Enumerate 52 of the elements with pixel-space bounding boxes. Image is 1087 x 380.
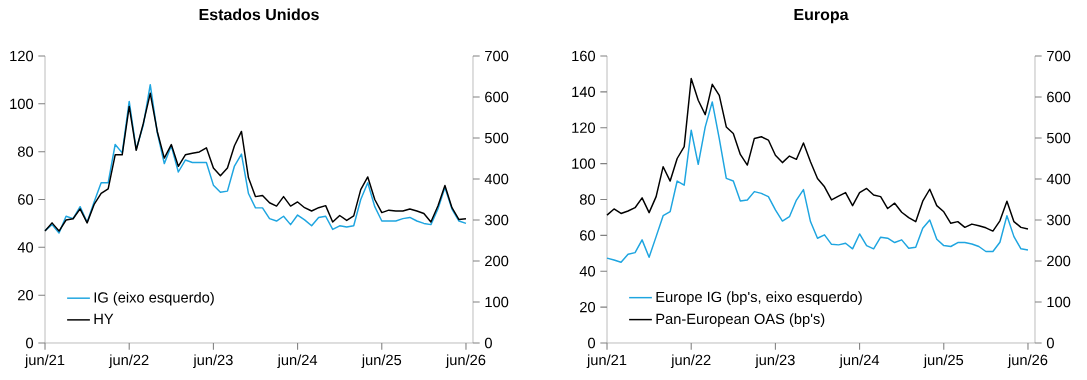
y-tick-label: 20 <box>18 289 34 301</box>
y2-tick-label: 600 <box>1047 91 1071 103</box>
y-tick-label: 120 <box>572 122 596 133</box>
line-series <box>606 77 1029 232</box>
y2-tick-label: 0 <box>1046 337 1054 349</box>
y-tick-label: 100 <box>572 158 596 169</box>
x-tick-label: jun/26 <box>1007 354 1048 369</box>
x-tick-label: jun/24 <box>839 354 880 369</box>
chart-title: Estados Unidos <box>199 8 319 21</box>
y-tick-label: 40 <box>579 266 596 277</box>
y-tick-label: 140 <box>572 86 596 98</box>
y2-tick-label: 200 <box>485 255 509 267</box>
y2-tick-label: 700 <box>485 50 509 62</box>
y-tick-label: 0 <box>26 337 34 349</box>
y-tick-label: 100 <box>10 98 34 110</box>
legend-label: IG (eixo esquerdo) <box>94 291 214 306</box>
x-tick-label: jun/23 <box>755 354 795 369</box>
y2-tick-label: 200 <box>1047 255 1071 267</box>
y2-tick-label: 0 <box>484 337 492 349</box>
chart-title: Europa <box>794 9 849 24</box>
x-tick-label: jun/25 <box>923 354 964 369</box>
y2-tick-label: 100 <box>485 296 509 308</box>
x-tick-label: jun/21 <box>586 354 627 369</box>
legend-label: HY <box>94 313 114 324</box>
y2-tick-label: 500 <box>484 132 509 144</box>
y2-tick-label: 500 <box>1046 132 1071 144</box>
y2-tick-label: 300 <box>484 214 509 226</box>
y-tick-label: 0 <box>588 337 596 349</box>
y-tick-label: 60 <box>580 230 596 241</box>
y-tick-label: 20 <box>580 301 596 313</box>
x-tick-label: jun/26 <box>445 354 486 369</box>
x-tick-label: jun/23 <box>193 354 233 369</box>
legend-label: Pan-European OAS (bp's) <box>656 313 825 327</box>
y-tick-label: 120 <box>10 50 34 62</box>
y2-tick-label: 100 <box>1047 296 1071 308</box>
y-tick-label: 80 <box>579 194 596 205</box>
y-tick-label: 40 <box>17 242 34 253</box>
y2-tick-label: 700 <box>1047 50 1071 62</box>
y2-tick-label: 400 <box>1046 173 1071 185</box>
y-tick-label: 160 <box>572 50 596 62</box>
y2-tick-label: 400 <box>484 173 509 185</box>
x-tick-label: jun/22 <box>670 354 711 369</box>
y2-tick-label: 300 <box>1046 214 1071 226</box>
x-tick-label: jun/21 <box>24 354 65 369</box>
x-tick-label: jun/24 <box>277 354 318 369</box>
y2-tick-label: 600 <box>485 91 509 103</box>
y-tick-label: 60 <box>18 194 34 205</box>
legend-label: Europe IG (bp's, eixo esquerdo) <box>656 291 862 305</box>
x-tick-label: jun/25 <box>361 354 402 369</box>
line-series <box>606 101 1029 264</box>
x-tick-label: jun/22 <box>108 354 149 369</box>
y-tick-label: 80 <box>17 146 34 157</box>
